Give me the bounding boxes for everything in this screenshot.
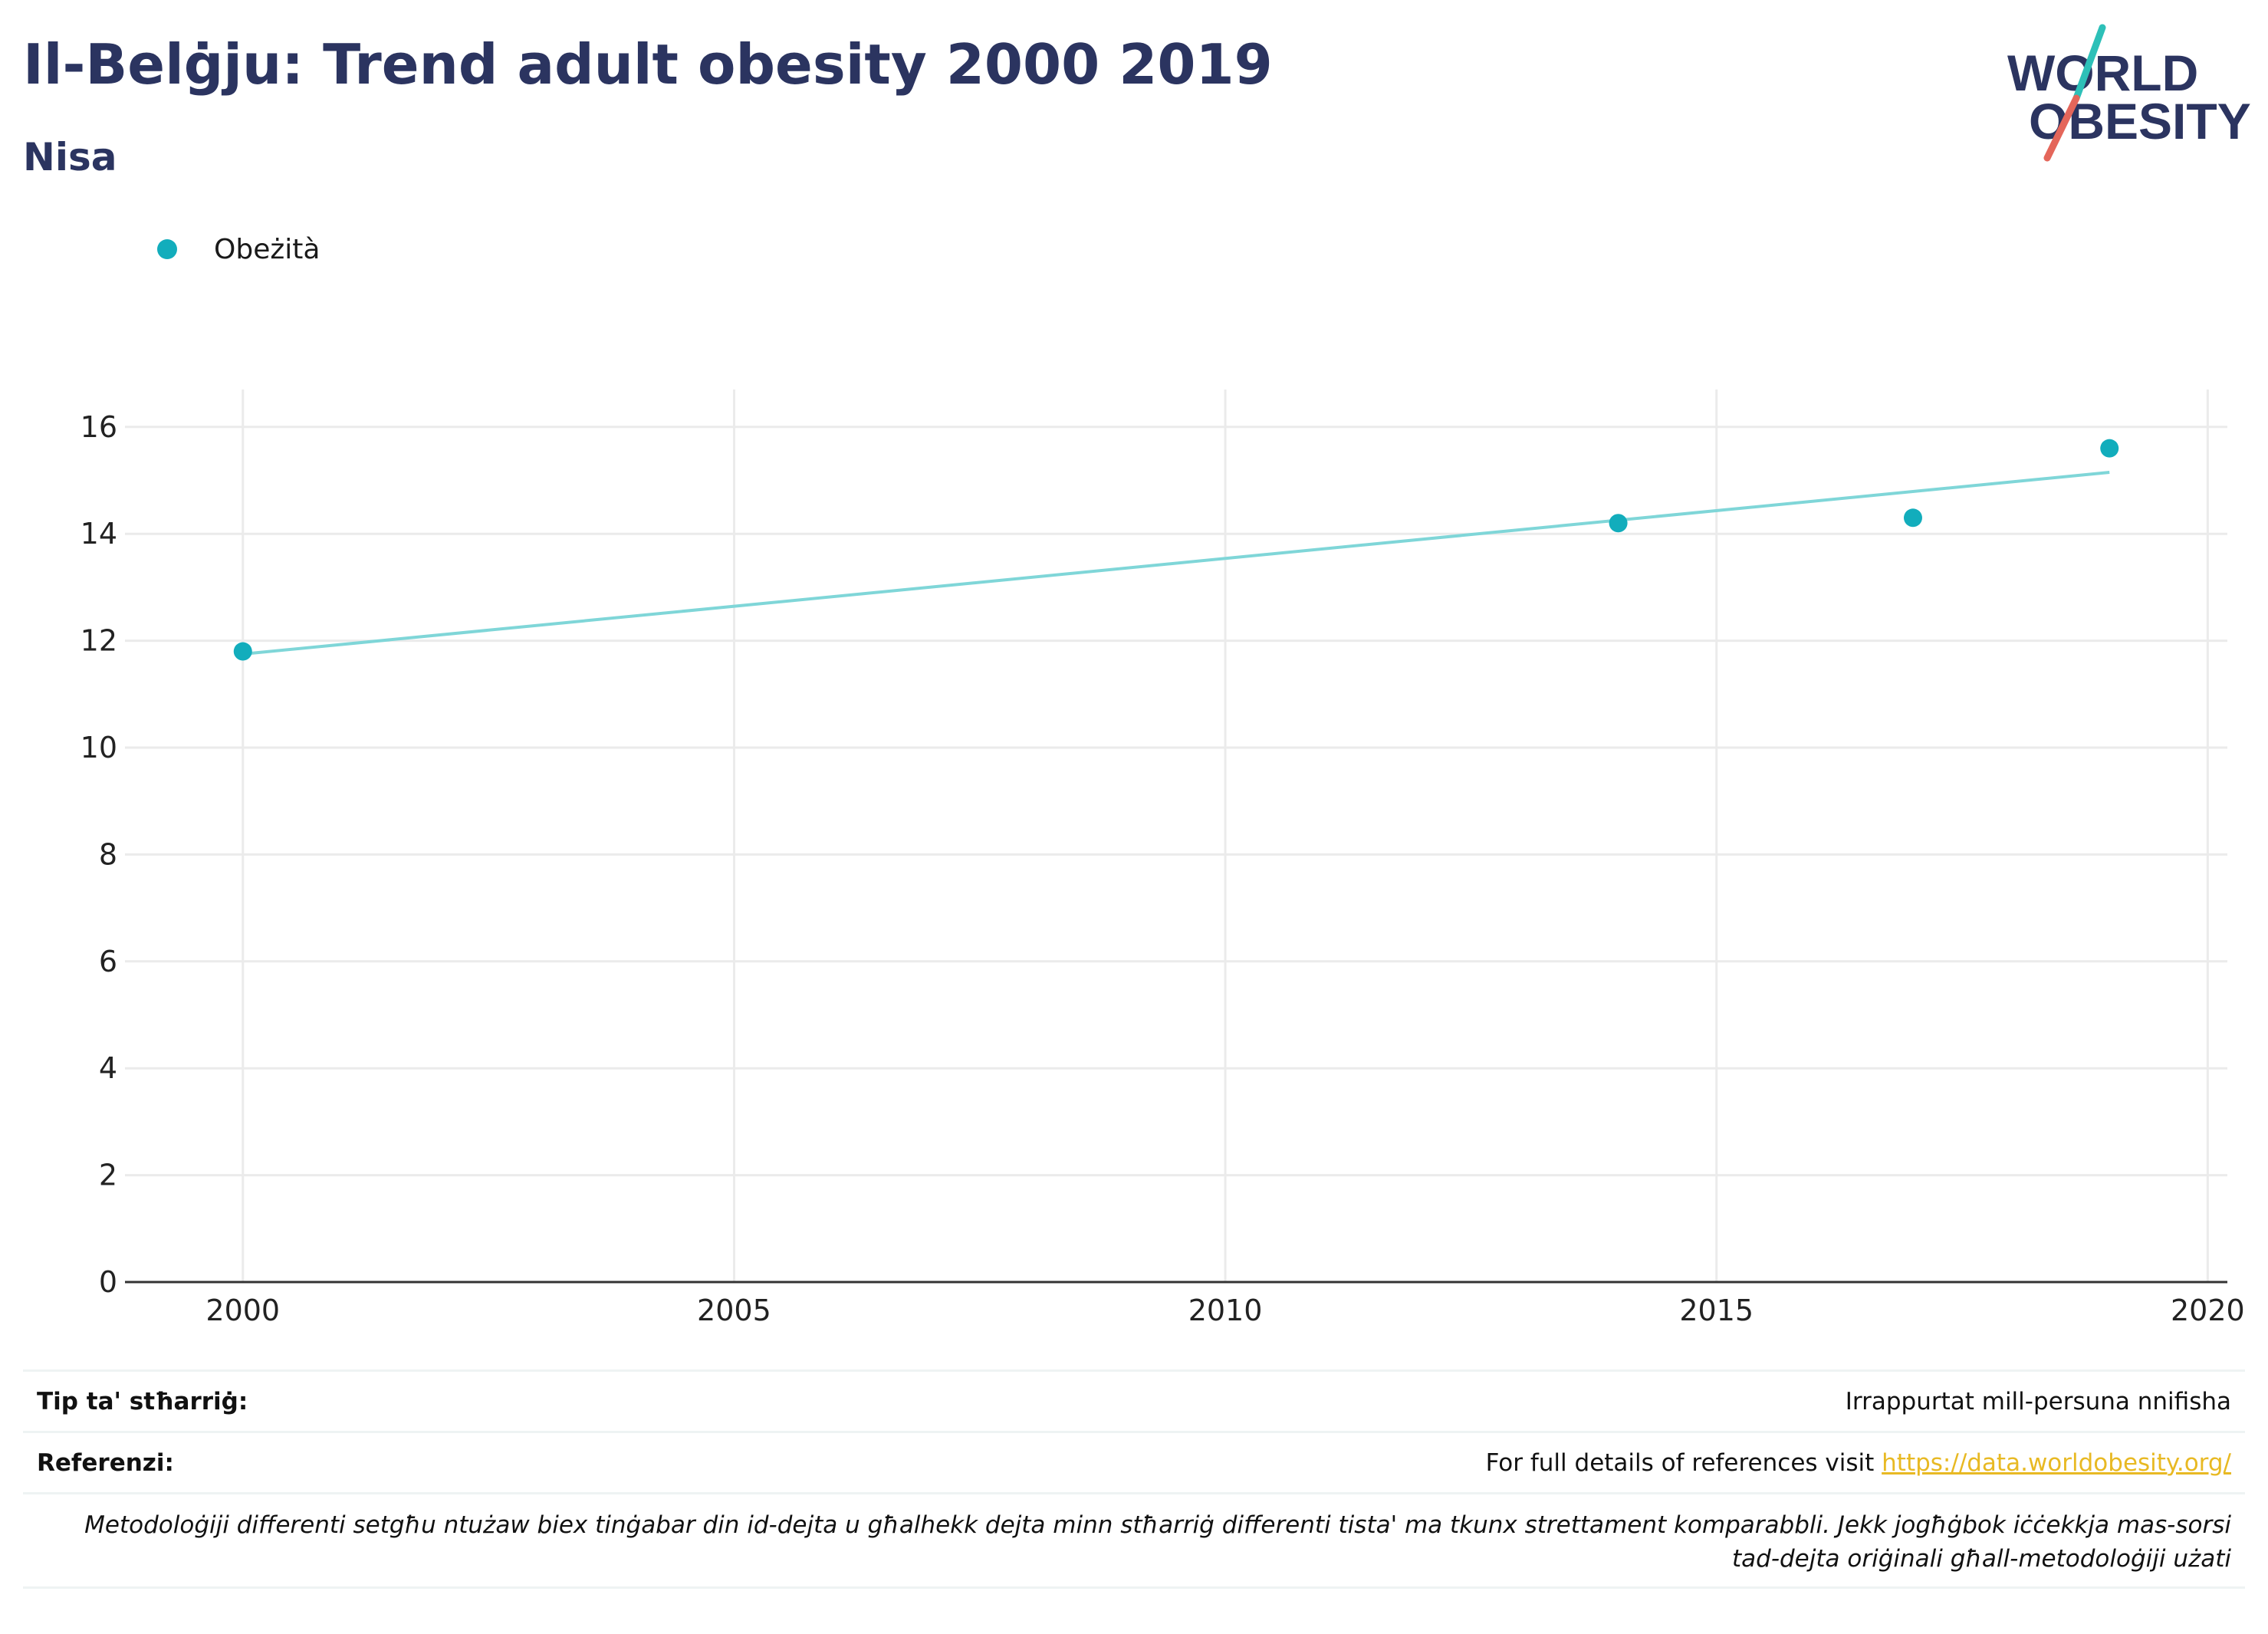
data-point [1609,514,1628,533]
legend-label: Obeżità [214,233,320,265]
y-tick-label: 6 [99,945,117,978]
y-tick-label: 12 [81,624,117,658]
chart-legend[interactable]: Obeżità [157,230,320,268]
x-tick-label: 2005 [697,1294,771,1327]
chart-plot: 0 2 4 6 8 10 12 14 16 2000 2005 2010 2015 2020 [81,390,2245,1327]
survey-type-row: Tip ta' stħarriġ: Irrappurtat mill-persu… [23,1369,2245,1431]
points-layer [233,439,2119,661]
logo-line1: WORLD [2007,44,2198,101]
x-tick-label: 2000 [205,1294,280,1327]
chart-subtitle: Nisa [23,135,117,179]
data-point [233,642,252,661]
survey-type-value: Irrappurtat mill-persuna nnifisha [1845,1387,2231,1415]
references-value: For full details of references visit htt… [1486,1449,2231,1477]
data-point [1903,508,1922,528]
chart-footer: Tip ta' stħarriġ: Irrappurtat mill-persu… [23,1369,2245,1589]
y-tick-label: 2 [99,1159,117,1192]
x-tick-label: 2010 [1188,1294,1263,1327]
chart-title: Il-Belġju: Trend adult obesity 2000 2019 [23,32,1273,97]
x-tick-label: 2015 [1679,1294,1754,1327]
world-obesity-logo: WORLD OBESITY [2007,24,2251,162]
y-tick-label: 10 [81,731,117,764]
data-point [2100,439,2119,458]
trend-layer [242,471,2110,656]
logo-slash-red [2043,94,2080,162]
references-text: For full details of references visit [1485,1448,1882,1477]
trend-line [242,471,2110,656]
grid-layer [125,390,2227,1282]
methodology-note: Metodoloġiji differenti setgħu ntużaw bi… [23,1492,2245,1589]
y-tick-label: 0 [99,1265,117,1299]
legend-marker-icon [157,239,177,259]
x-tick-label: 2020 [2171,1294,2245,1327]
references-label: Referenzi: [37,1448,174,1477]
references-row: Referenzi: For full details of reference… [23,1431,2245,1492]
logo-slash-teal [2072,24,2106,102]
y-tick-label: 4 [99,1051,117,1085]
tick-labels-layer: 0 2 4 6 8 10 12 14 16 2000 2005 2010 2015 2020 [81,410,2245,1327]
y-tick-label: 8 [99,837,117,871]
y-tick-label: 14 [81,517,117,551]
references-link[interactable]: https://data.worldobesity.org/ [1882,1448,2231,1477]
survey-type-label: Tip ta' stħarriġ: [37,1387,248,1415]
y-tick-label: 16 [81,410,117,444]
